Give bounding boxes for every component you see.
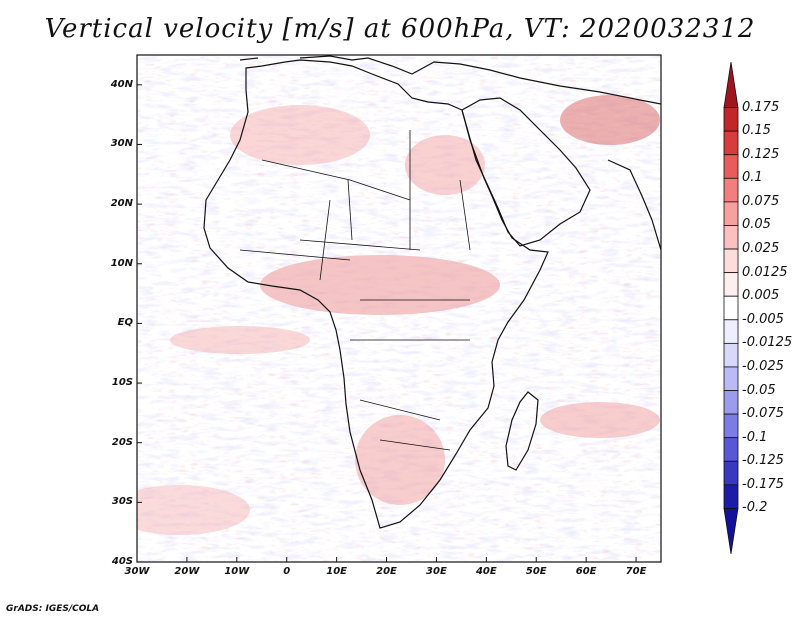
colorbar-swatch bbox=[723, 154, 739, 179]
colorbar-label: 0.0125 bbox=[742, 264, 788, 280]
lat-tick-label: 10N bbox=[110, 257, 133, 269]
colorbar-swatch bbox=[723, 295, 739, 321]
colorbar-label: -0.1 bbox=[742, 429, 768, 445]
colorbar-swatch bbox=[723, 342, 739, 368]
colorbar-label: -0.2 bbox=[742, 500, 768, 516]
colorbar-swatch bbox=[723, 177, 739, 203]
lat-tick-label: EQ bbox=[117, 317, 133, 329]
colorbar-label: -0.175 bbox=[742, 476, 784, 492]
lon-tick-label: 0 bbox=[283, 566, 291, 577]
colorbar-swatch bbox=[723, 484, 739, 509]
chart-title: Vertical velocity [m/s] at 600hPa, VT: 2… bbox=[44, 14, 756, 44]
india-coastline bbox=[607, 159, 661, 251]
colorbar-label: 0.175 bbox=[742, 99, 780, 115]
lon-tick-label: 30E bbox=[426, 566, 447, 577]
colorbar-label: -0.025 bbox=[742, 358, 784, 374]
lat-tick-label: 20N bbox=[110, 198, 133, 210]
colorbar-swatch bbox=[723, 272, 739, 297]
colorbar-swatch bbox=[723, 437, 739, 462]
colorbar-label: 0.005 bbox=[742, 288, 780, 304]
lon-tick-label: 20E bbox=[376, 566, 397, 577]
country-borders bbox=[239, 130, 471, 451]
colorbar-swatch bbox=[723, 366, 739, 391]
colorbar-swatch bbox=[723, 61, 739, 108]
velocity-field bbox=[137, 55, 661, 562]
lon-tick-label: 50E bbox=[525, 566, 547, 577]
arabia-coastline bbox=[461, 97, 591, 247]
colorbar-label: -0.0125 bbox=[742, 335, 793, 351]
map-frame bbox=[136, 54, 662, 563]
colorbar-label: 0.05 bbox=[742, 217, 771, 233]
lon-tick-label: 10E bbox=[326, 566, 347, 577]
colorbar bbox=[723, 61, 739, 555]
colorbar-label: 0.075 bbox=[742, 193, 780, 209]
colorbar-swatch bbox=[723, 460, 739, 486]
europe-asia-coastline bbox=[239, 55, 661, 105]
colorbar-swatch bbox=[723, 508, 739, 555]
madagascar-coastline bbox=[505, 391, 539, 471]
colorbar-swatch bbox=[723, 319, 739, 344]
colorbar-label: -0.125 bbox=[742, 453, 784, 469]
lat-tick-label: 10S bbox=[111, 377, 133, 389]
grads-credit: GrADS: IGES/COLA bbox=[6, 604, 100, 614]
colorbar-swatch bbox=[723, 248, 739, 274]
lon-tick-label: 70E bbox=[625, 566, 647, 577]
lat-tick-label: 30S bbox=[111, 496, 133, 508]
lon-tick-label: 30W bbox=[124, 566, 150, 577]
lat-tick-label: 40S bbox=[111, 556, 133, 567]
colorbar-swatch bbox=[723, 225, 739, 250]
colorbar-label: 0.1 bbox=[742, 170, 763, 186]
colorbar-label: -0.05 bbox=[742, 382, 776, 398]
colorbar-label: 0.025 bbox=[742, 241, 780, 257]
colorbar-label: 0.125 bbox=[742, 146, 780, 162]
colorbar-swatch bbox=[723, 130, 739, 156]
colorbar-label: -0.005 bbox=[742, 311, 784, 327]
lon-tick-label: 40E bbox=[475, 566, 497, 577]
colorbar-swatch bbox=[723, 107, 739, 132]
lon-tick-label: 10W bbox=[224, 566, 250, 577]
lat-tick-label: 40N bbox=[110, 78, 133, 90]
colorbar-label: 0.15 bbox=[742, 123, 771, 139]
africa-coastline bbox=[203, 59, 549, 529]
lon-tick-label: 60E bbox=[575, 566, 597, 577]
lat-tick-label: 20S bbox=[111, 436, 133, 448]
colorbar-label: -0.075 bbox=[742, 406, 784, 422]
colorbar-swatch bbox=[723, 201, 739, 226]
colorbar-swatch bbox=[723, 390, 739, 415]
colorbar-swatch bbox=[723, 413, 739, 439]
lon-tick-label: 20W bbox=[174, 566, 200, 577]
lat-tick-label: 30N bbox=[110, 138, 133, 150]
